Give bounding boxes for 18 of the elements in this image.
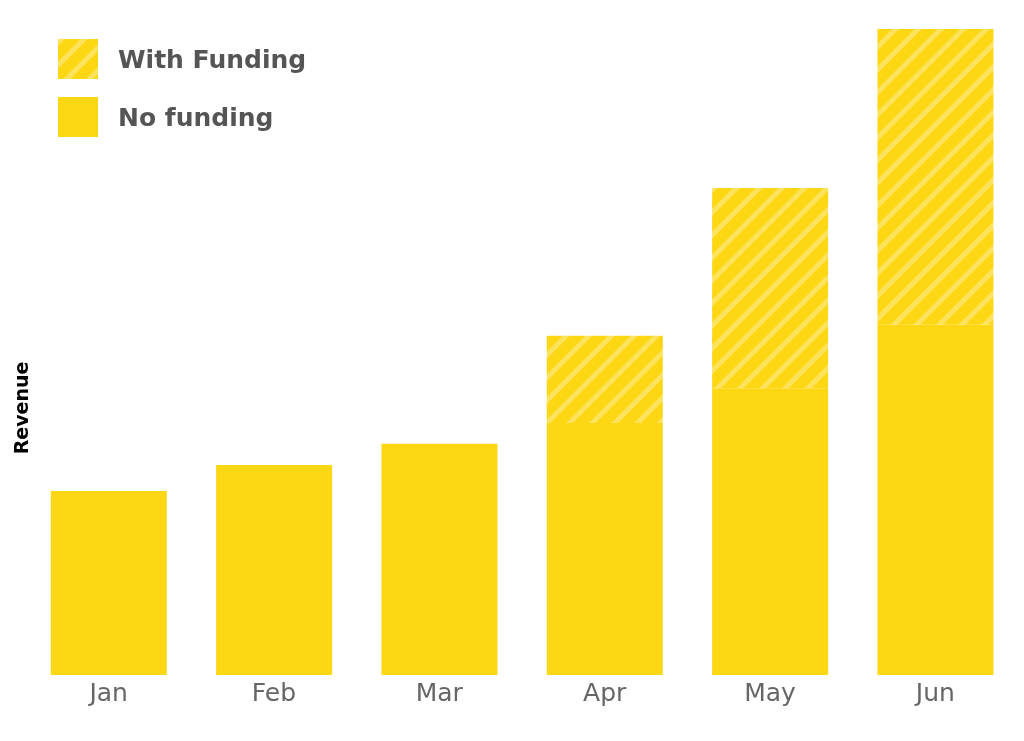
x-tick-label: Feb xyxy=(251,677,297,707)
legend-label: With Funding xyxy=(118,44,307,74)
x-tick-label: Apr xyxy=(583,677,628,707)
bar xyxy=(381,443,498,675)
bar xyxy=(50,490,167,675)
x-tick-label: Jan xyxy=(87,677,128,707)
legend-label: No funding xyxy=(118,102,274,132)
bar xyxy=(216,465,333,675)
bar xyxy=(546,335,663,424)
bar xyxy=(877,29,994,325)
x-tick-label: Jun xyxy=(913,677,955,707)
x-tick-label: Mar xyxy=(415,677,464,707)
bar xyxy=(546,423,663,675)
x-tick-label: May xyxy=(744,677,797,707)
bar xyxy=(877,324,994,675)
bar xyxy=(712,388,829,675)
y-axis-title: Revenue xyxy=(10,361,32,455)
bar xyxy=(712,187,829,389)
